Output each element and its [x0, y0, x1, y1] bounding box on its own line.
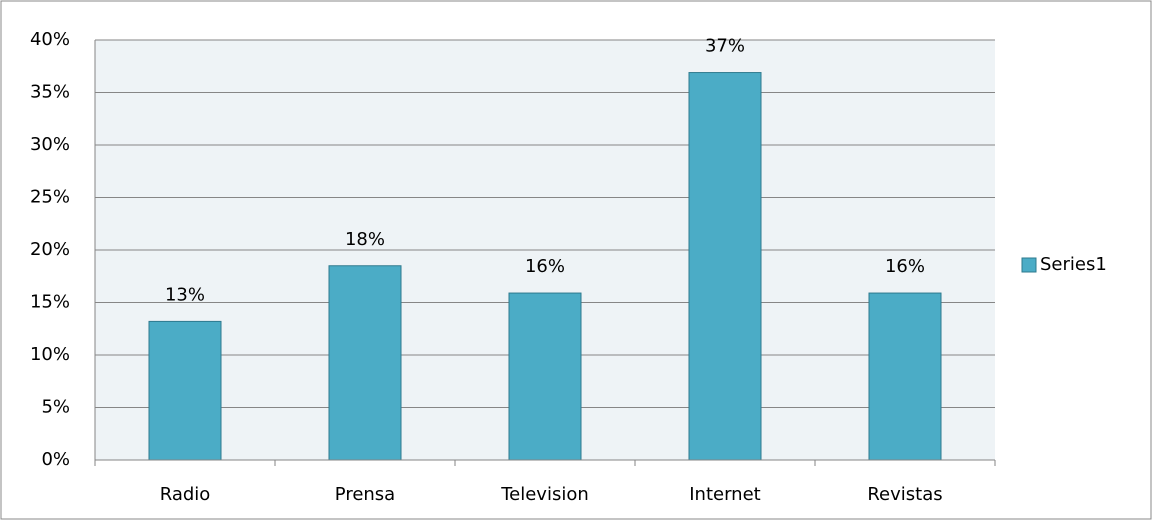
bar	[148, 320, 222, 461]
y-tick-label: 10%	[30, 344, 70, 365]
y-tick-label: 30%	[30, 134, 70, 155]
x-tick-label: Television	[500, 484, 589, 505]
bar	[328, 265, 402, 461]
data-label: 16%	[885, 256, 925, 277]
bar	[688, 72, 762, 461]
y-tick-label: 20%	[30, 239, 70, 260]
y-tick-label: 25%	[30, 187, 70, 208]
bar	[868, 292, 942, 461]
data-label: 18%	[345, 229, 385, 250]
x-tick-label: Revistas	[867, 484, 942, 505]
legend-swatch	[1021, 257, 1037, 273]
bar	[508, 292, 582, 461]
legend-label: Series1	[1040, 254, 1107, 275]
y-tick-label: 40%	[30, 29, 70, 50]
y-tick-label: 35%	[30, 82, 70, 103]
data-label: 37%	[705, 36, 745, 57]
x-tick-label: Prensa	[335, 484, 395, 505]
y-tick-label: 5%	[41, 397, 70, 418]
x-tick-label: Internet	[689, 484, 760, 505]
y-tick-label: 0%	[41, 449, 70, 470]
data-label: 16%	[525, 256, 565, 277]
data-label: 13%	[165, 284, 205, 305]
y-tick-label: 15%	[30, 292, 70, 313]
x-tick-label: Radio	[160, 484, 211, 505]
